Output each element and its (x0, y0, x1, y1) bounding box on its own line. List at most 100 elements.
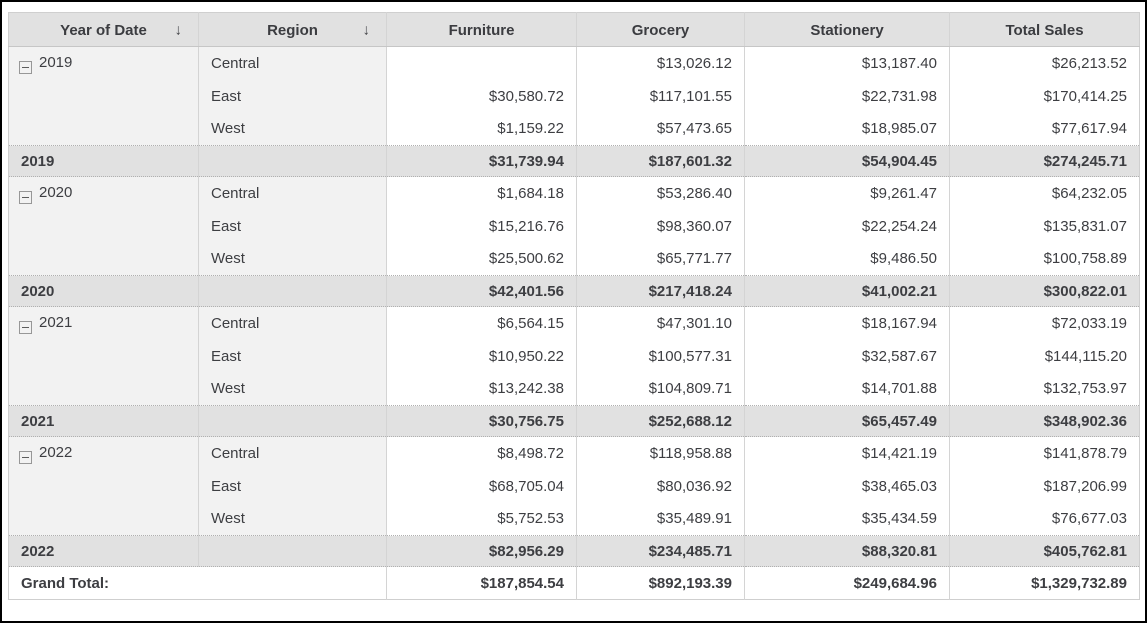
subtotal-value-cell: $54,904.45 (744, 145, 950, 177)
value-cell: $141,878.79 (949, 436, 1140, 470)
value-cell: $104,809.71 (576, 372, 745, 406)
subtotal-region-cell (198, 405, 387, 437)
value-cell (386, 46, 577, 80)
year-group-cell: 2020 (8, 176, 199, 276)
value-cell: $13,187.40 (744, 46, 950, 80)
value-cell: $100,758.89 (949, 242, 1140, 276)
value-cell: $100,577.31 (576, 339, 745, 373)
value-cell: $9,261.47 (744, 176, 950, 210)
value-cell: $1,684.18 (386, 176, 577, 210)
detail-row-2021-east: East $10,950.22 $100,577.31 $32,587.67 $144,… (9, 339, 1140, 373)
subtotal-year-label: 2019 (8, 145, 199, 177)
value-cell: $117,101.55 (576, 79, 745, 113)
column-header-furniture[interactable]: Furniture (386, 12, 577, 47)
value-cell: $18,167.94 (744, 306, 950, 340)
year-group-cell: 2021 (8, 306, 199, 406)
region-cell: Central (198, 436, 387, 470)
column-header-grocery[interactable]: Grocery (576, 12, 745, 47)
region-cell: East (198, 339, 387, 373)
year-label: 2020 (39, 184, 73, 201)
subtotal-value-cell: $187,601.32 (576, 145, 745, 177)
value-cell: $14,701.88 (744, 372, 950, 406)
table-body: 2019 Central $13,026.12 $13,187.40 $26,213.5… (8, 46, 1140, 600)
year-label: 2022 (39, 444, 73, 461)
subtotal-value-cell: $42,401.56 (386, 275, 577, 307)
column-header-label: Region (267, 21, 318, 39)
year-group-cell: 2022 (8, 436, 199, 536)
value-cell: $35,489.91 (576, 502, 745, 536)
detail-row-2022-west: West $5,752.53 $35,489.91 $35,434.59 $76,677… (9, 502, 1140, 536)
grand-total-value-cell: $187,854.54 (386, 566, 577, 600)
detail-row-2019-east: East $30,580.72 $117,101.55 $22,731.98 $170,… (9, 79, 1140, 113)
subtotal-value-cell: $41,002.21 (744, 275, 950, 307)
value-cell: $187,206.99 (949, 469, 1140, 503)
column-header-stationery[interactable]: Stationery (744, 12, 950, 47)
detail-row-2020-west: West $25,500.62 $65,771.77 $9,486.50 $100,75… (9, 242, 1140, 276)
value-cell: $25,500.62 (386, 242, 577, 276)
region-cell: East (198, 209, 387, 243)
region-cell: West (198, 242, 387, 276)
region-cell: Central (198, 306, 387, 340)
value-cell: $64,232.05 (949, 176, 1140, 210)
region-cell: West (198, 112, 387, 146)
detail-row-2020-east: East $15,216.76 $98,360.07 $22,254.24 $135,8… (9, 209, 1140, 243)
detail-row-2020-central: 2020 Central $1,684.18 $53,286.40 $9,261.47 $… (8, 176, 1140, 276)
value-cell: $22,254.24 (744, 209, 950, 243)
column-header-total-sales[interactable]: Total Sales (949, 12, 1140, 47)
column-header-label: Total Sales (1005, 21, 1084, 39)
value-cell: $170,414.25 (949, 79, 1140, 113)
collapse-icon[interactable] (19, 451, 32, 464)
region-cell: West (198, 502, 387, 536)
pivot-table: Year of Date ↓ Region ↓ Furniture Grocer… (8, 12, 1140, 600)
detail-row-2022-east: East $68,705.04 $80,036.92 $38,465.03 $187,2… (9, 469, 1140, 503)
detail-row-2022-central: 2022 Central $8,498.72 $118,958.88 $14,421.1… (8, 436, 1140, 536)
year-label: 2019 (39, 54, 73, 71)
value-cell: $80,036.92 (576, 469, 745, 503)
subtotal-value-cell: $30,756.75 (386, 405, 577, 437)
value-cell: $144,115.20 (949, 339, 1140, 373)
subtotal-region-cell (198, 145, 387, 177)
collapse-icon[interactable] (19, 191, 32, 204)
value-cell: $18,985.07 (744, 112, 950, 146)
subtotal-year-label: 2020 (8, 275, 199, 307)
detail-row-2019-central: 2019 Central $13,026.12 $13,187.40 $26,213.5… (8, 46, 1140, 146)
subtotal-value-cell: $88,320.81 (744, 535, 950, 567)
value-cell: $13,026.12 (576, 46, 745, 80)
column-header-year-of-date[interactable]: Year of Date ↓ (8, 12, 199, 47)
value-cell: $6,564.15 (386, 306, 577, 340)
subtotal-value-cell: $82,956.29 (386, 535, 577, 567)
value-cell: $76,677.03 (949, 502, 1140, 536)
column-header-label: Year of Date (60, 21, 147, 39)
value-cell: $15,216.76 (386, 209, 577, 243)
value-cell: $135,831.07 (949, 209, 1140, 243)
value-cell: $9,486.50 (744, 242, 950, 276)
header-row: Year of Date ↓ Region ↓ Furniture Grocer… (8, 12, 1140, 47)
column-header-region[interactable]: Region ↓ (198, 12, 387, 47)
collapse-icon[interactable] (19, 321, 32, 334)
subtotal-region-cell (198, 535, 387, 567)
value-cell: $132,753.97 (949, 372, 1140, 406)
region-cell: East (198, 79, 387, 113)
collapse-icon[interactable] (19, 61, 32, 74)
year-label: 2021 (39, 314, 73, 331)
subtotal-year-label: 2021 (8, 405, 199, 437)
subtotal-row-2022: 2022 $82,956.29 $234,485.71 $88,320.81 $405,… (8, 535, 1140, 567)
value-cell: $68,705.04 (386, 469, 577, 503)
value-cell: $10,950.22 (386, 339, 577, 373)
subtotal-value-cell: $217,418.24 (576, 275, 745, 307)
subtotal-region-cell (198, 275, 387, 307)
value-cell: $72,033.19 (949, 306, 1140, 340)
subtotal-value-cell: $234,485.71 (576, 535, 745, 567)
value-cell: $32,587.67 (744, 339, 950, 373)
column-header-label: Stationery (810, 21, 884, 39)
year-group-cell: 2019 (8, 46, 199, 146)
value-cell: $53,286.40 (576, 176, 745, 210)
sort-descending-icon[interactable]: ↓ (174, 21, 183, 38)
value-cell: $26,213.52 (949, 46, 1140, 80)
detail-row-2019-west: West $1,159.22 $57,473.65 $18,985.07 $77,617… (9, 112, 1140, 146)
grand-total-value-cell: $892,193.39 (576, 566, 745, 600)
column-header-label: Furniture (448, 21, 515, 39)
sort-descending-icon[interactable]: ↓ (362, 21, 371, 38)
subtotal-year-label: 2022 (8, 535, 199, 567)
